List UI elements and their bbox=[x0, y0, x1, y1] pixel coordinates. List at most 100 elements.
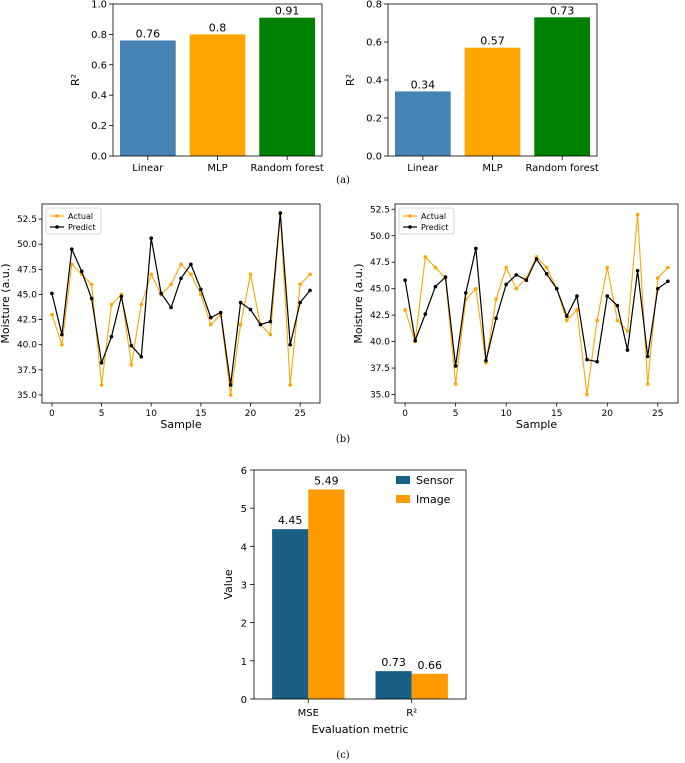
point-predict bbox=[625, 348, 630, 352]
x-tick-label: Linear bbox=[132, 163, 164, 174]
x-tick-label: Random forest bbox=[250, 163, 323, 174]
y-tick-label: 4 bbox=[241, 542, 247, 553]
point-actual bbox=[565, 318, 569, 323]
bar-value-label: 0.34 bbox=[411, 78, 436, 91]
x-axis-label: Sample bbox=[516, 418, 557, 431]
x-tick-label: 10 bbox=[500, 409, 512, 419]
point-predict bbox=[403, 278, 407, 283]
point-actual bbox=[248, 272, 253, 277]
y-tick-label: 0.4 bbox=[91, 91, 107, 102]
point-predict bbox=[463, 291, 468, 295]
x-tick-label: MLP bbox=[482, 163, 502, 174]
point-predict bbox=[585, 357, 589, 362]
point-predict bbox=[443, 275, 448, 279]
bar-sensor-r2 bbox=[375, 671, 412, 699]
x-axis-label: Evaluation metric bbox=[312, 723, 409, 736]
point-actual bbox=[60, 342, 64, 347]
point-predict bbox=[189, 262, 193, 267]
y-tick-label: 0.2 bbox=[366, 114, 382, 125]
bar-value-label: 5.49 bbox=[314, 474, 339, 487]
series-line-actual bbox=[404, 214, 669, 395]
point-predict bbox=[218, 310, 223, 315]
legend-label-actual: Actual bbox=[68, 212, 93, 221]
point-predict bbox=[433, 284, 438, 289]
point-predict bbox=[199, 287, 203, 292]
caption-b: (b) bbox=[336, 434, 350, 445]
y-tick-label: 40.0 bbox=[17, 341, 37, 351]
point-actual bbox=[403, 308, 407, 312]
bar-random-forest bbox=[259, 17, 316, 157]
point-predict bbox=[423, 312, 428, 316]
caption-c: (c) bbox=[336, 750, 350, 761]
point-predict bbox=[615, 303, 620, 308]
point-predict bbox=[494, 316, 498, 321]
y-tick-label: 6 bbox=[241, 466, 247, 477]
point-predict bbox=[89, 296, 94, 301]
point-predict bbox=[655, 286, 660, 291]
bar-linear bbox=[119, 40, 176, 157]
point-predict bbox=[308, 288, 312, 293]
point-actual bbox=[129, 363, 134, 367]
y-axis-label: Moisture (a.u.) bbox=[0, 263, 12, 343]
x-tick-label: 25 bbox=[652, 409, 663, 419]
point-actual bbox=[228, 393, 233, 397]
y-tick-label: 1 bbox=[241, 657, 247, 668]
point-predict bbox=[99, 360, 104, 365]
point-predict bbox=[504, 282, 508, 287]
legend-label-image: Image bbox=[416, 493, 451, 506]
legend-marker-predict bbox=[55, 225, 59, 229]
point-actual bbox=[585, 392, 589, 397]
x-tick-label: 5 bbox=[99, 409, 105, 419]
x-tick-label: 5 bbox=[453, 409, 459, 419]
y-tick-label: 52.5 bbox=[370, 205, 390, 215]
x-tick-label: 0 bbox=[402, 409, 408, 419]
y-tick-label: 42.5 bbox=[370, 311, 390, 321]
y-tick-label: 45.0 bbox=[370, 285, 390, 295]
bar-value-label: 0.73 bbox=[381, 656, 406, 669]
point-actual bbox=[69, 262, 74, 267]
y-tick-label: 3 bbox=[241, 581, 247, 592]
y-tick-label: 0.2 bbox=[91, 121, 107, 132]
point-predict bbox=[288, 342, 293, 347]
point-actual bbox=[504, 265, 508, 270]
point-actual bbox=[423, 255, 428, 259]
y-axis-label: R² bbox=[344, 74, 357, 86]
point-actual bbox=[288, 383, 293, 387]
point-predict bbox=[484, 358, 488, 363]
x-tick-label: 25 bbox=[294, 409, 305, 419]
point-actual bbox=[474, 286, 478, 291]
point-predict bbox=[298, 300, 302, 305]
x-tick-label: 15 bbox=[551, 409, 562, 419]
bar-random-forest bbox=[534, 17, 591, 156]
point-predict bbox=[605, 294, 610, 298]
point-actual bbox=[89, 282, 94, 287]
point-predict bbox=[278, 211, 283, 215]
y-tick-label: 52.5 bbox=[17, 215, 37, 225]
x-tick-label: 20 bbox=[245, 409, 257, 419]
x-tick-label: 20 bbox=[602, 409, 614, 419]
point-predict bbox=[635, 268, 640, 273]
y-axis-label: Moisture (a.u.) bbox=[352, 263, 365, 343]
point-actual bbox=[308, 272, 312, 277]
bar-value-label: 0.91 bbox=[275, 5, 300, 18]
y-tick-label: 35.0 bbox=[370, 391, 390, 401]
point-actual bbox=[625, 329, 630, 333]
point-actual bbox=[544, 265, 549, 270]
x-axis-label: Sample bbox=[160, 418, 201, 431]
legend-label-sensor: Sensor bbox=[416, 474, 454, 487]
point-actual bbox=[189, 272, 193, 277]
bar-value-label: 0.73 bbox=[550, 4, 575, 17]
point-predict bbox=[575, 294, 579, 298]
point-predict bbox=[554, 286, 559, 291]
point-predict bbox=[208, 315, 213, 320]
y-tick-label: 37.5 bbox=[370, 364, 390, 374]
point-actual bbox=[99, 383, 104, 387]
y-tick-label: 42.5 bbox=[17, 316, 37, 326]
point-actual bbox=[139, 302, 144, 307]
plot-frame bbox=[41, 203, 321, 404]
y-tick-label: 35.0 bbox=[17, 391, 37, 401]
y-tick-label: 45.0 bbox=[17, 290, 37, 300]
point-actual bbox=[238, 322, 243, 327]
point-predict bbox=[413, 338, 418, 343]
